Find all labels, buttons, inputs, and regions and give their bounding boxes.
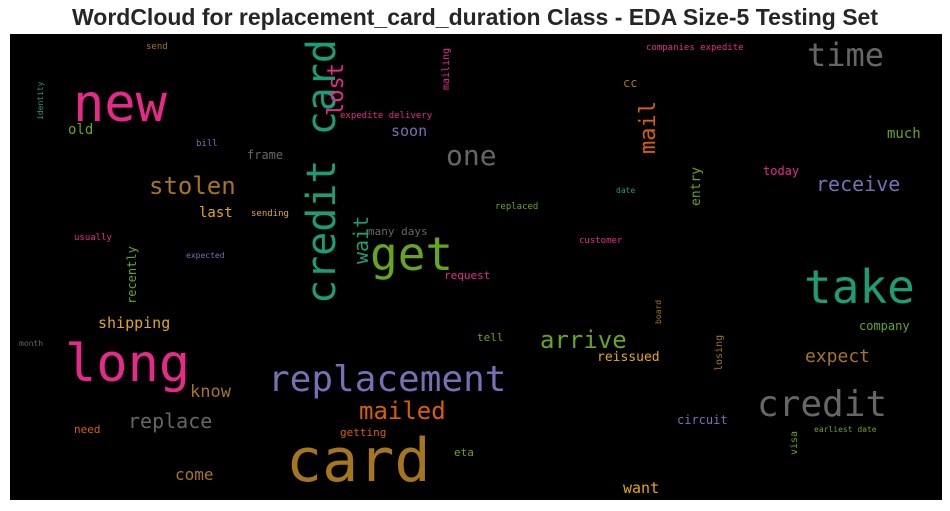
word-12: mailed bbox=[359, 397, 446, 425]
word-20: shipping bbox=[98, 314, 171, 332]
word-32: today bbox=[763, 164, 800, 178]
word-16: wait bbox=[349, 215, 373, 264]
word-38: losing bbox=[714, 334, 725, 371]
word-44: send bbox=[146, 42, 168, 52]
word-26: last bbox=[199, 205, 233, 221]
word-46: expedite delivery bbox=[340, 111, 433, 121]
word-13: arrive bbox=[540, 326, 627, 354]
word-50: usually bbox=[74, 233, 112, 243]
word-10: lost bbox=[324, 63, 349, 116]
word-34: frame bbox=[247, 148, 284, 162]
word-3: take bbox=[804, 260, 915, 314]
word-35: many days bbox=[368, 225, 428, 238]
word-6: credit bbox=[757, 384, 888, 425]
word-31: company bbox=[859, 319, 910, 333]
word-7: get bbox=[370, 227, 454, 281]
word-22: want bbox=[623, 479, 660, 497]
word-45: companies expedite bbox=[646, 43, 744, 53]
word-25: much bbox=[887, 126, 921, 142]
word-49: sending bbox=[251, 209, 289, 219]
word-37: tell bbox=[477, 331, 504, 344]
word-42: visa bbox=[789, 430, 800, 455]
word-29: entry bbox=[689, 166, 704, 206]
word-53: replaced bbox=[495, 202, 539, 212]
word-19: know bbox=[190, 382, 231, 402]
word-48: identity bbox=[36, 81, 45, 120]
word-39: need bbox=[74, 423, 101, 436]
word-0: card bbox=[286, 426, 431, 496]
word-43: mailing bbox=[441, 47, 452, 90]
word-36: request bbox=[444, 269, 491, 282]
word-1: new bbox=[73, 74, 167, 134]
word-28: reissued bbox=[597, 350, 660, 365]
wordcloud-canvas: card new credit card take long replacement cre… bbox=[10, 34, 942, 500]
word-14: mail bbox=[636, 101, 661, 154]
word-40: getting bbox=[340, 426, 387, 439]
word-52: date bbox=[616, 186, 636, 195]
word-8: time bbox=[807, 36, 885, 74]
word-41: eta bbox=[454, 446, 474, 459]
word-54: customer bbox=[579, 236, 623, 246]
word-27: recently bbox=[125, 246, 139, 304]
word-51: expected bbox=[186, 251, 225, 260]
word-56: month bbox=[19, 339, 44, 348]
word-47: bill bbox=[196, 139, 218, 149]
word-30: circuit bbox=[677, 413, 728, 427]
word-57: earliest date bbox=[814, 425, 877, 434]
word-17: replace bbox=[128, 409, 213, 433]
word-33: cc bbox=[623, 76, 638, 90]
chart-title: WordCloud for replacement_card_duration … bbox=[71, 4, 878, 30]
word-4: long bbox=[65, 334, 191, 394]
word-15: receive bbox=[816, 172, 901, 196]
word-21: come bbox=[175, 465, 214, 484]
word-9: one bbox=[446, 139, 497, 172]
word-11: stolen bbox=[149, 172, 236, 200]
word-18: expect bbox=[805, 346, 871, 367]
word-24: soon bbox=[391, 122, 428, 140]
word-55: board bbox=[654, 299, 663, 324]
word-5: replacement bbox=[268, 359, 507, 400]
word-23: old bbox=[68, 122, 94, 138]
